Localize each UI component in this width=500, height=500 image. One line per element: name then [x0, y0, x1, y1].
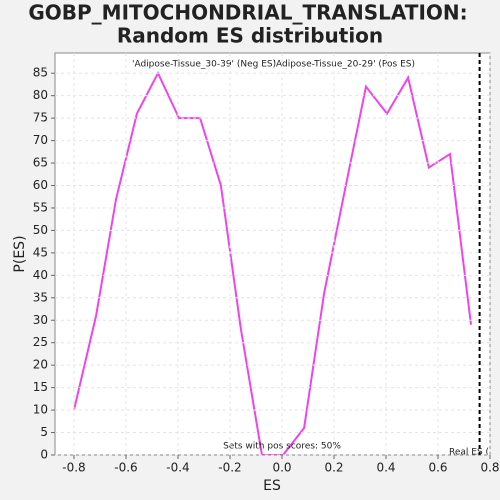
y-tick-label: 60 — [33, 178, 48, 192]
y-tick-label: 20 — [33, 358, 48, 372]
x-tick-label: -0.8 — [62, 461, 85, 475]
y-axis-label: P(ES) — [12, 235, 28, 272]
y-tick-label: 15 — [33, 380, 48, 394]
x-tick-label: -0.6 — [114, 461, 137, 475]
y-tick-label: 0 — [40, 448, 48, 462]
y-tick-label: 75 — [33, 111, 48, 125]
annotation: Sets with pos scores: 50% — [223, 442, 341, 452]
plot-area — [54, 52, 491, 456]
legend-entry: 'Adipose-Tissue_20-29' (Pos ES) — [274, 60, 415, 70]
y-tick-label: 25 — [33, 335, 48, 349]
y-tick-label: 65 — [33, 156, 48, 170]
plot-content: Real ES ( Sets with pos scores: 50% 'Adipo… — [73, 53, 489, 458]
x-tick-label: 0.0 — [272, 461, 291, 475]
x-tick-label: 0.8 — [480, 461, 499, 475]
y-tick-label: 10 — [33, 403, 48, 417]
y-tick-label: 30 — [33, 313, 48, 327]
chart-title: GOBP_MITOCHONDRIAL_TRANSLATION: — [28, 1, 467, 25]
y-tick-label: 35 — [33, 290, 48, 304]
y-tick-label: 85 — [33, 66, 48, 80]
y-tick-label: 40 — [33, 268, 48, 282]
x-tick-label: -0.4 — [166, 461, 189, 475]
x-tick-label: 0.6 — [428, 461, 447, 475]
y-tick-label: 55 — [33, 200, 48, 214]
y-tick-label: 50 — [33, 223, 48, 237]
line-series — [73, 70, 473, 455]
y-tick-label: 70 — [33, 133, 48, 147]
x-tick-label: 0.2 — [324, 461, 343, 475]
y-tick-label: 80 — [33, 88, 48, 102]
x-axis-label: ES — [263, 478, 281, 494]
y-tick-label: 45 — [33, 245, 48, 259]
legend-entry: 'Adipose-Tissue_30-39' (Neg ES) — [132, 60, 276, 70]
x-tick-label: 0.4 — [376, 461, 395, 475]
real-es-label: Real ES ( — [449, 448, 489, 458]
x-tick-label: -0.2 — [218, 461, 241, 475]
chart-subtitle: Random ES distribution — [117, 24, 383, 48]
y-tick-label: 5 — [40, 425, 48, 439]
